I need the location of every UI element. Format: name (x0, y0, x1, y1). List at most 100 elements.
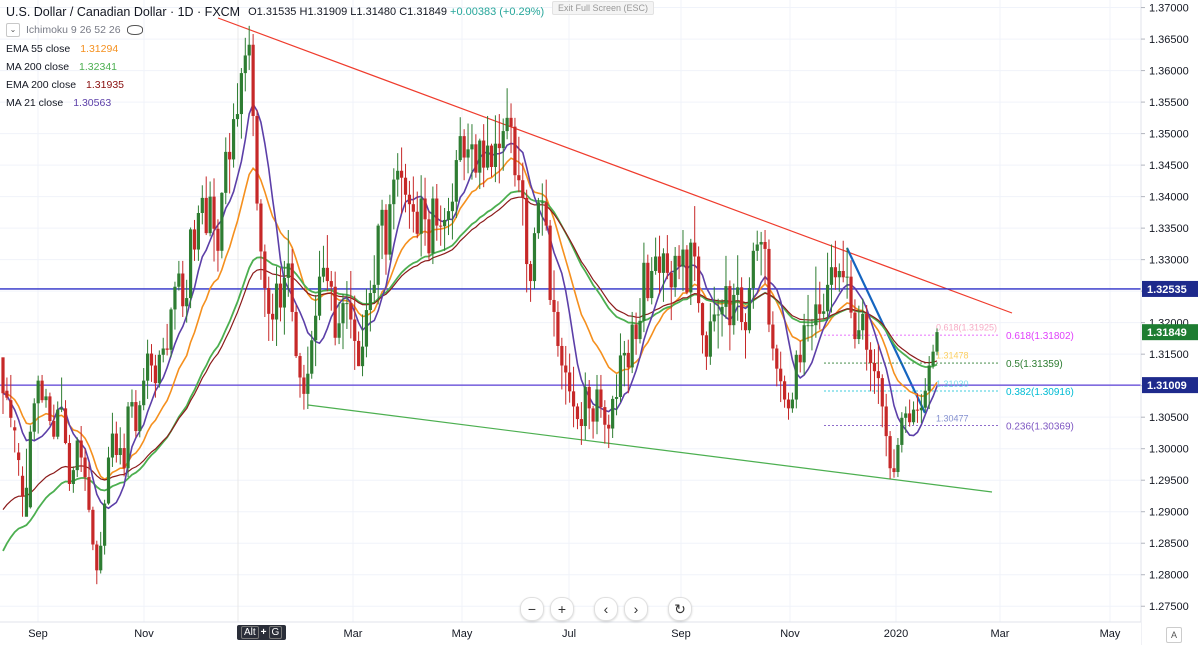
candlesticks (1, 25, 939, 585)
zoom-in-button[interactable]: + (550, 597, 574, 621)
ichimoku-row[interactable]: ⌄ Ichimoku 9 26 52 26 (6, 23, 544, 37)
candle-body (192, 229, 197, 250)
candle-body (657, 256, 662, 273)
alt-key: Alt (241, 626, 259, 639)
scroll-forward-button[interactable]: › (624, 597, 648, 621)
candle-body (329, 281, 333, 287)
candle-body (431, 198, 435, 254)
indicator-row[interactable]: EMA 200 close 1.31935 (6, 79, 544, 91)
indicator-label: EMA 55 close (6, 43, 71, 55)
reset-chart-button[interactable]: ↻ (668, 597, 692, 621)
candle-body (239, 73, 243, 115)
scroll-back-button[interactable]: ‹ (594, 597, 618, 621)
candle-body (419, 198, 423, 234)
exit-fullscreen-button[interactable]: Exit Full Screen (ESC) (552, 1, 655, 15)
candle-body (853, 312, 857, 340)
candle-body (349, 303, 353, 320)
price-tick-label: 1.29000 (1149, 507, 1189, 519)
candle-body (697, 256, 701, 304)
candle-body (825, 284, 830, 312)
candle-body (286, 263, 290, 278)
candle-body (607, 424, 611, 429)
price-tick-label: 1.34000 (1149, 192, 1189, 204)
candle-body (357, 340, 361, 367)
resistance-trendline (217, 17, 1013, 314)
candle-body (552, 299, 556, 312)
candle-body (114, 433, 118, 455)
candle-body (446, 211, 451, 220)
open-value: O1.31535 (248, 6, 297, 18)
candle-body (509, 117, 513, 127)
candle-body (638, 320, 642, 340)
candle-body (892, 468, 896, 473)
price-tick-label: 1.37000 (1149, 3, 1189, 15)
candle-body (568, 372, 572, 392)
zoom-out-button[interactable]: − (520, 597, 544, 621)
time-tick-label: Mar (991, 628, 1010, 640)
auto-scale-button[interactable]: A (1166, 627, 1182, 643)
candle-body (755, 244, 759, 251)
chevron-down-icon[interactable]: ⌄ (6, 23, 20, 37)
price-tick-label: 1.30500 (1149, 412, 1189, 424)
candle-body (669, 272, 673, 288)
indicator-label: MA 200 close (6, 61, 70, 73)
candle-body (212, 196, 216, 229)
candle-body (79, 440, 83, 458)
candle-body (915, 409, 920, 411)
candle-body (908, 413, 912, 423)
indicator-row[interactable]: MA 200 close 1.32341 (6, 61, 544, 73)
support-trendline (307, 404, 993, 493)
candle-body (931, 351, 935, 366)
candle-body (48, 396, 52, 421)
fib-level-label: 0.382(1.30916) (1006, 387, 1074, 398)
fib-faint-label: 1.31478 (936, 351, 969, 361)
time-tick-label: Nov (134, 628, 154, 640)
candle-body (904, 413, 908, 418)
candle-body (650, 270, 654, 299)
candle-body (478, 140, 482, 173)
candle-body (689, 242, 693, 293)
candle-body (9, 400, 13, 418)
candle-body (67, 443, 72, 484)
candle-body (282, 277, 286, 308)
candle-body (310, 340, 314, 374)
candle-body (263, 251, 267, 288)
eye-hidden-icon[interactable] (126, 25, 143, 35)
candle-body (103, 503, 107, 546)
candle-body (450, 201, 455, 212)
candle-body (759, 241, 763, 245)
ma-21-line (2, 102, 938, 510)
candle-body (458, 136, 462, 161)
indicator-row[interactable]: MA 21 close 1.30563 (6, 97, 544, 109)
candle-body (251, 44, 255, 116)
candle-body (489, 145, 494, 168)
candle-body (540, 202, 544, 204)
candle-body (314, 315, 318, 341)
candle-body (106, 457, 111, 504)
price-tick-label: 1.36500 (1149, 34, 1189, 46)
candle-body (497, 143, 501, 149)
candle-body (216, 228, 220, 251)
indicator-row[interactable]: EMA 55 close 1.31294 (6, 43, 544, 55)
fibonacci-retracement: 0.618(1.31802) 0.5(1.31359) 0.382(1.30916)… (824, 322, 1074, 432)
candle-body (442, 219, 447, 227)
candle-body (501, 131, 505, 149)
candle-body (896, 444, 900, 473)
candle-body (564, 365, 568, 373)
candle-body (654, 256, 658, 271)
candle-body (720, 306, 724, 315)
candle-body (56, 409, 60, 437)
candle-body (122, 448, 126, 469)
fib-faint-label: 1.30477 (936, 414, 969, 424)
candle-body (392, 179, 396, 205)
candle-body (587, 386, 591, 409)
price-tick-label: 1.28500 (1149, 538, 1189, 550)
price-axis-bg[interactable] (1141, 0, 1199, 622)
time-tick-label: Mar (344, 628, 363, 640)
candle-body (872, 362, 877, 372)
candle-body (579, 419, 583, 427)
candle-body (626, 352, 630, 368)
candle-body (20, 475, 25, 497)
price-tag (1142, 377, 1198, 394)
